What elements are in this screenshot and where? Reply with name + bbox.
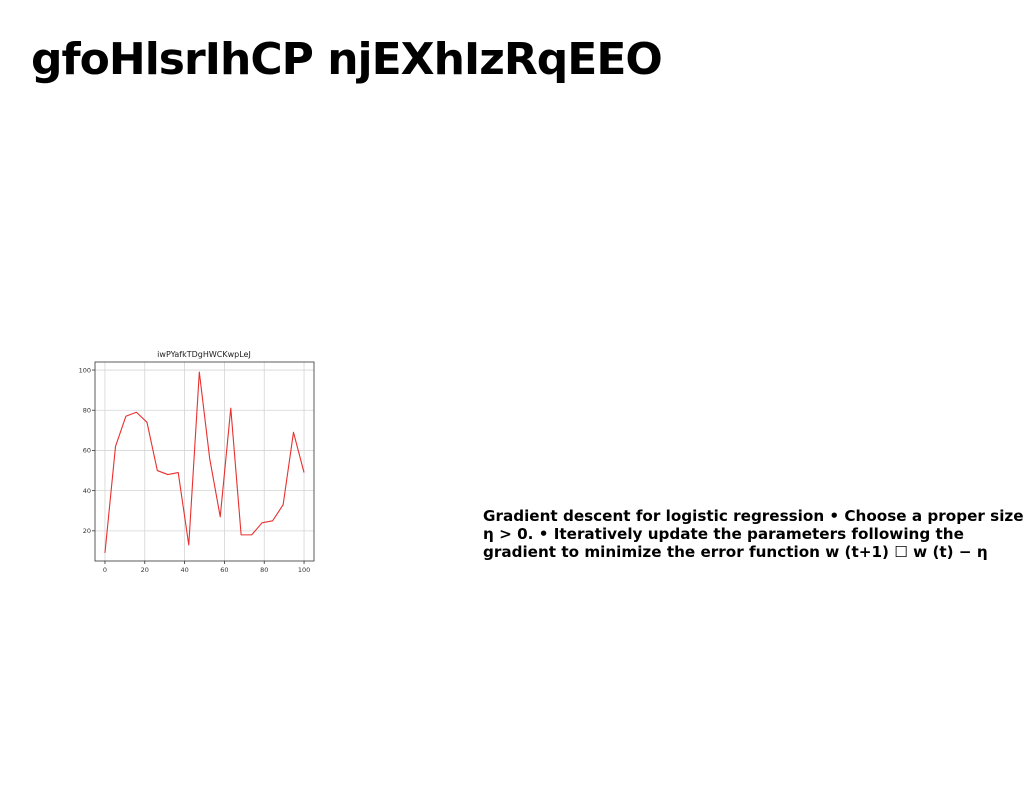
- y-tick-label: 60: [83, 447, 91, 455]
- line-chart: iwPYafkTDgHWCKwpLeJ 0 20 40 60 80 100 20 40 60 80…: [70, 344, 320, 580]
- chart-grid: [95, 362, 314, 561]
- y-tick-label: 100: [79, 366, 91, 374]
- x-tick-label: 60: [220, 566, 228, 574]
- y-tick-label: 40: [83, 487, 91, 495]
- x-tick-label: 100: [298, 566, 310, 574]
- chart-series: [104, 371, 305, 554]
- slide-title: gfoHlsrIhCP njEXhIzRqEEO: [31, 34, 663, 85]
- x-tick-label: 40: [180, 566, 188, 574]
- plot-frame: [94, 361, 315, 562]
- x-tick-label: 80: [260, 566, 268, 574]
- series-line: [104, 371, 305, 554]
- chart-axes: 0 20 40 60 80 100 20 40 60 80 100: [79, 361, 315, 574]
- line-chart-svg: iwPYafkTDgHWCKwpLeJ 0 20 40 60 80 100 20 40 60 80…: [79, 350, 315, 574]
- y-tick-label: 80: [83, 407, 91, 415]
- x-tick-label: 20: [141, 566, 149, 574]
- x-tick-label: 0: [103, 566, 107, 574]
- y-tick-label: 20: [83, 527, 91, 535]
- slide-body-text: Gradient descent for logistic regression…: [483, 507, 1024, 561]
- chart-title: iwPYafkTDgHWCKwpLeJ: [157, 350, 251, 359]
